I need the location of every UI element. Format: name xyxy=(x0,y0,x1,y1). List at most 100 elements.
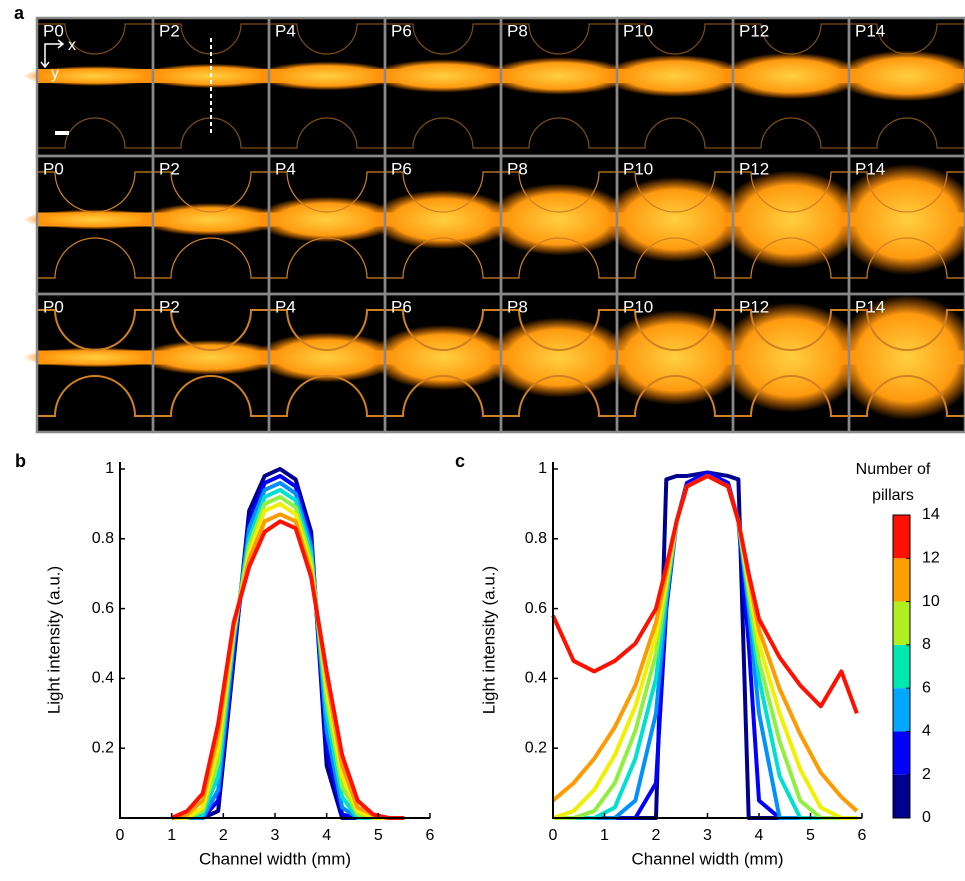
x-axis-title: Channel width (mm) xyxy=(199,849,351,868)
y-tick-label: 0.4 xyxy=(92,670,114,687)
jet xyxy=(23,65,167,86)
channel-wall xyxy=(733,171,849,279)
jet xyxy=(835,50,965,102)
x-tick-label: 2 xyxy=(652,827,661,844)
colorbar-tick-label: 8 xyxy=(922,636,931,653)
colorbar-segment xyxy=(893,515,910,559)
cell-label: P14 xyxy=(855,21,885,40)
cell-label: P0 xyxy=(43,297,64,316)
profile-line xyxy=(553,470,857,820)
jet xyxy=(371,189,515,249)
cell-label: P14 xyxy=(855,159,885,178)
colorbar-tick-label: 12 xyxy=(922,550,940,567)
y-tick-label: 0.8 xyxy=(525,530,547,547)
cell-label: P8 xyxy=(507,159,528,178)
channel-wall xyxy=(385,171,501,279)
jet xyxy=(487,183,631,256)
cell-label: P2 xyxy=(159,297,180,316)
jet xyxy=(255,61,399,91)
colorbar-segment xyxy=(893,731,910,775)
jet xyxy=(255,332,399,383)
channel-wall xyxy=(617,171,733,279)
axis-x-label: x xyxy=(68,37,76,54)
panel-label: a xyxy=(14,3,25,23)
channel-wall xyxy=(501,23,617,149)
axis-arrows xyxy=(40,39,65,69)
colorbar-frame xyxy=(892,514,911,819)
colorbar-tick-label: 0 xyxy=(922,809,931,826)
y-tick-label: 0.2 xyxy=(525,739,547,756)
cell-label: P14 xyxy=(855,297,885,316)
x-tick-label: 0 xyxy=(549,827,558,844)
channel-wall xyxy=(385,309,501,417)
x-tick-label: 6 xyxy=(426,827,435,844)
panel-label: c xyxy=(455,451,465,471)
jet xyxy=(603,176,747,262)
jet xyxy=(139,202,283,236)
cell-label: P2 xyxy=(159,159,180,178)
cell-label: P12 xyxy=(739,21,769,40)
jet xyxy=(139,339,283,375)
x-tick-label: 3 xyxy=(703,827,712,844)
profile-line xyxy=(170,519,405,820)
cell-label: P10 xyxy=(623,297,653,316)
y-tick-label: 1 xyxy=(538,460,547,477)
jet xyxy=(719,302,863,413)
cell-label: P0 xyxy=(43,159,64,178)
profile-line xyxy=(171,466,405,820)
channel-wall xyxy=(153,309,269,417)
x-tick-label: 4 xyxy=(322,827,331,844)
colorbar-segment xyxy=(893,688,910,732)
jet xyxy=(603,54,747,97)
panel-label: b xyxy=(15,451,26,471)
profile-line xyxy=(552,473,857,820)
channel-wall xyxy=(849,171,965,279)
jet xyxy=(371,59,515,93)
jet xyxy=(255,196,399,243)
cell-label: P10 xyxy=(623,21,653,40)
profile-line xyxy=(553,473,857,820)
profile-line xyxy=(553,473,857,820)
x-tick-label: 1 xyxy=(600,827,609,844)
jet xyxy=(23,347,167,368)
cell-label: P12 xyxy=(739,297,769,316)
channel-wall xyxy=(849,23,965,149)
channel-wall xyxy=(37,23,153,149)
colorbar-title: pillars xyxy=(872,487,914,504)
colorbar-segment xyxy=(893,558,910,602)
x-tick-label: 5 xyxy=(374,827,383,844)
cell-label: P4 xyxy=(275,21,296,40)
jet xyxy=(603,309,747,405)
colorbar-segment xyxy=(893,601,910,645)
cell-label: P6 xyxy=(391,21,412,40)
profile-line xyxy=(551,473,859,813)
cell-border xyxy=(847,292,965,434)
colorbar-segment xyxy=(893,644,910,689)
jet xyxy=(371,324,515,390)
profile-line xyxy=(551,473,859,714)
cell-label: P10 xyxy=(623,159,653,178)
channel-wall xyxy=(37,171,153,279)
profile-line xyxy=(553,470,857,820)
colorbar-tick-label: 2 xyxy=(922,766,931,783)
jet xyxy=(719,170,863,269)
channel-wall xyxy=(269,309,385,417)
y-axis-title: Light intensity (a.u.) xyxy=(44,566,63,714)
colorbar-segment xyxy=(893,774,910,818)
channel-wall xyxy=(269,171,385,279)
channel-wall xyxy=(269,23,385,149)
profile-line xyxy=(171,501,405,820)
y-tick-label: 0.8 xyxy=(92,530,114,547)
x-tick-label: 0 xyxy=(116,827,125,844)
profile-line xyxy=(553,473,857,820)
profile-line xyxy=(171,473,405,820)
cell-label: P4 xyxy=(275,297,296,316)
y-axis-title: Light intensity (a.u.) xyxy=(479,566,498,714)
jet xyxy=(835,294,965,420)
x-tick-label: 3 xyxy=(271,827,280,844)
x-tick-label: 4 xyxy=(755,827,764,844)
channel-wall xyxy=(733,23,849,149)
cell-label: P12 xyxy=(739,159,769,178)
channel-wall xyxy=(385,23,501,149)
cell-label: P6 xyxy=(391,159,412,178)
